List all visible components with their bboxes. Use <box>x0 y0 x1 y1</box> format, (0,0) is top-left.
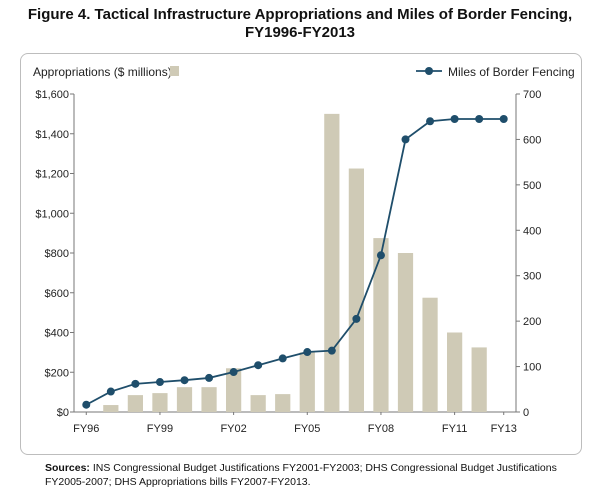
sources-label: Sources: <box>45 462 90 474</box>
legend-marker-fencing <box>425 67 433 75</box>
fencing-point-FY13 <box>499 114 508 123</box>
bar-FY12 <box>471 347 487 412</box>
left-tick-label: $600 <box>45 288 69 300</box>
x-tick-label: FY13 <box>491 423 517 435</box>
sources-text: INS Congressional Budget Justifications … <box>45 462 557 488</box>
fencing-point-FY11 <box>450 114 459 123</box>
x-tick-label: FY08 <box>368 423 394 435</box>
fencing-point-FY97 <box>106 387 115 396</box>
bar-FY99 <box>152 393 168 412</box>
right-tick-label: 200 <box>523 316 541 328</box>
fencing-point-FY03 <box>254 361 263 370</box>
bar-FY01 <box>201 387 217 412</box>
sources-note: Sources: INS Congressional Budget Justif… <box>45 461 565 489</box>
right-tick-label: 500 <box>523 180 541 192</box>
bar-FY02 <box>225 368 242 412</box>
x-tick-label: FY96 <box>73 423 99 435</box>
bar-FY10 <box>422 297 438 412</box>
legend-swatch-appropriations <box>170 66 179 76</box>
x-tick-label: FY02 <box>220 423 246 435</box>
left-tick-label: $1,600 <box>35 89 69 101</box>
left-tick-label: $400 <box>45 328 69 340</box>
right-tick-label: 700 <box>523 89 541 101</box>
x-tick-label: FY05 <box>294 423 320 435</box>
right-tick-label: 300 <box>523 271 541 283</box>
fencing-point-FY01 <box>205 373 214 382</box>
bar-FY06 <box>324 113 340 412</box>
legend-label-fencing: Miles of Border Fencing <box>448 65 575 79</box>
right-tick-label: 400 <box>523 225 541 237</box>
fencing-point-FY99 <box>155 378 164 387</box>
bar-FY11 <box>446 332 463 412</box>
chart-title-line-1: Figure 4. Tactical Infrastructure Approp… <box>27 6 573 23</box>
right-tick-label: 100 <box>523 362 541 374</box>
legend-label-appropriations: Appropriations ($ millions) <box>33 65 172 79</box>
fencing-point-FY06 <box>327 346 336 355</box>
x-tick-label: FY99 <box>147 423 173 435</box>
right-tick-label: 600 <box>523 134 541 146</box>
chart-panel: $0 $200 $400 $600 $800 $1,000 $1,200 $1,400 $1,6… <box>20 53 582 455</box>
bar-FY07 <box>348 168 365 412</box>
chart-title-line-2: FY1996-FY2013 <box>244 24 356 41</box>
fencing-point-FY10 <box>426 117 435 126</box>
bar-FY04 <box>275 394 291 412</box>
x-tick-label: FY11 <box>442 423 467 435</box>
fencing-point-FY00 <box>180 376 189 385</box>
left-tick-label: $0 <box>57 407 69 419</box>
fencing-point-FY08 <box>376 251 385 260</box>
bar-FY08 <box>373 238 389 412</box>
right-tick-label: 0 <box>523 407 529 419</box>
fencing-point-FY02 <box>229 368 238 377</box>
bar-FY09 <box>397 253 414 412</box>
chart-svg: $0 $200 $400 $600 $800 $1,000 $1,200 $1,400 $1,6… <box>33 65 575 435</box>
left-tick-label: $200 <box>45 367 69 379</box>
fencing-point-FY98 <box>131 379 140 388</box>
chart-title: Figure 4. Tactical Infrastructure Approp… <box>0 6 600 42</box>
fencing-point-FY04 <box>278 354 287 363</box>
fencing-line <box>85 118 504 406</box>
fencing-point-FY12 <box>475 114 484 123</box>
left-tick-label: $1,200 <box>35 169 69 181</box>
left-tick-label: $1,400 <box>35 129 69 141</box>
fencing-point-FY96 <box>82 400 91 409</box>
left-tick-label: $1,000 <box>35 208 69 220</box>
left-tick-label: $800 <box>45 248 69 260</box>
bar-FY98 <box>127 395 144 412</box>
bar-FY97 <box>103 405 119 412</box>
fencing-point-FY09 <box>401 135 410 144</box>
bar-FY03 <box>250 395 266 412</box>
bar-FY00 <box>176 387 193 412</box>
fencing-point-FY07 <box>352 314 361 323</box>
fencing-point-FY05 <box>303 348 312 357</box>
bar-FY05 <box>299 352 315 412</box>
